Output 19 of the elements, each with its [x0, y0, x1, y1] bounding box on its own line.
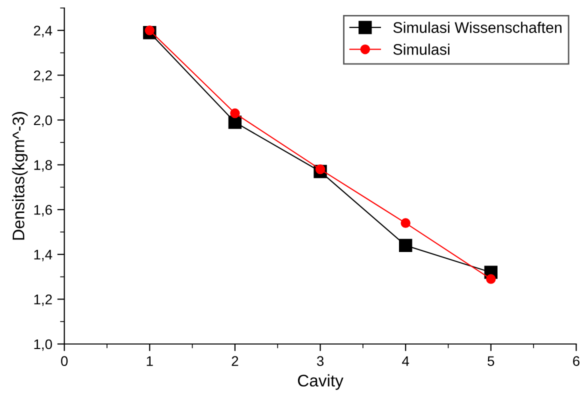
x-tick-label: 0	[61, 356, 68, 366]
x-axis-title: Cavity	[298, 374, 344, 390]
legend-label: Simulasi	[393, 44, 450, 55]
y-tick-label: 2,0	[34, 115, 52, 127]
x-tick-label: 5	[488, 356, 494, 366]
y-axis-title: Densitas(kgm^-3)	[12, 112, 28, 240]
x-tick-label: 1	[146, 356, 153, 366]
x-tick-label: 3	[316, 356, 324, 366]
legend-label: Simulasi Wissenschaften	[393, 22, 562, 33]
y-tick-label: 1,4	[34, 250, 52, 262]
y-tick-label: 2,2	[34, 70, 52, 82]
x-tick-label: 2	[232, 356, 238, 366]
y-tick-label: 1,2	[34, 294, 52, 306]
x-tick-label: 4	[402, 356, 410, 366]
x-tick-label: 6	[573, 356, 580, 366]
y-tick-label: 1,6	[34, 204, 52, 216]
y-tick-label: 1,8	[34, 160, 52, 172]
y-tick-label: 2,4	[34, 26, 52, 38]
y-tick-label: 1,0	[34, 339, 52, 351]
